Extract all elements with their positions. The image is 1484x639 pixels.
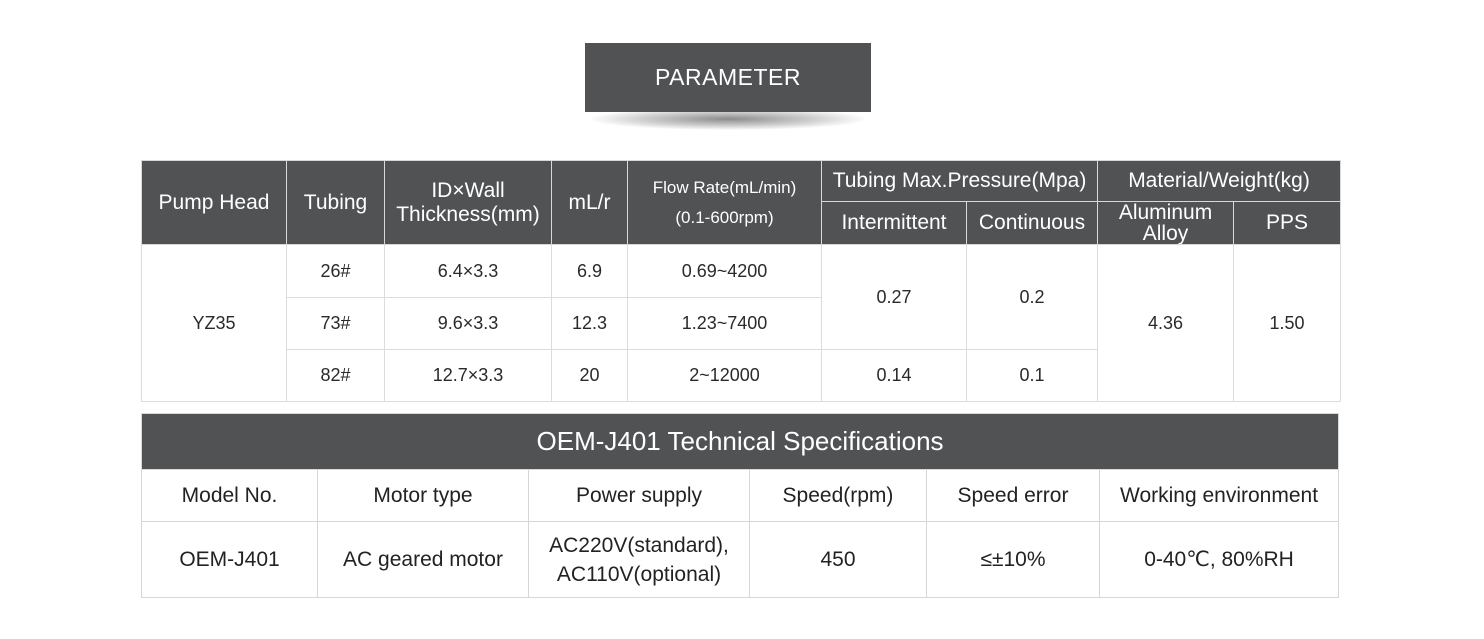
header-pressure: Tubing Max.Pressure(Mpa) <box>820 160 1099 202</box>
tubing-cell: 82# <box>286 349 385 402</box>
spec-title: OEM-J401 Technical Specifications <box>140 413 1340 470</box>
header-intermittent: Intermittent <box>821 201 967 245</box>
flow-cell: 1.23~7400 <box>627 297 822 350</box>
param-header-row-1: Pump Head Tubing ID×Wall Thickness(mm) m… <box>141 160 1342 245</box>
pps-weight-cell: 1.50 <box>1233 244 1342 402</box>
header-continuous: Continuous <box>965 201 1099 245</box>
spec-value-row: OEM-J401 AC geared motor AC220V(standard… <box>141 521 1340 598</box>
flow-cell: 0.69~4200 <box>627 244 822 298</box>
banner-shadow <box>590 108 866 130</box>
spec-header-speed: Speed(rpm) <box>749 469 927 522</box>
spec-header-speed-error: Speed error <box>926 469 1100 522</box>
spec-header-model: Model No. <box>141 469 318 522</box>
parameter-table: Pump Head Tubing ID×Wall Thickness(mm) m… <box>141 160 1342 402</box>
banner-title: PARAMETER <box>655 64 801 90</box>
id-wall-cell: 9.6×3.3 <box>384 297 552 350</box>
continuous-cell: 0.2 <box>965 244 1099 350</box>
tubing-cell: 73# <box>286 297 385 350</box>
header-aluminum-alloy: Aluminum Alloy <box>1097 201 1235 245</box>
spec-power-line1: AC220V(standard), <box>549 533 729 557</box>
header-material: Material/Weight(kg) <box>1097 160 1342 202</box>
spec-header-power: Power supply <box>528 469 750 522</box>
header-flow-line2: (0.1-600rpm) <box>675 207 774 227</box>
header-id-wall-line2: Thickness(mm) <box>396 202 540 226</box>
header-pps: PPS <box>1233 201 1342 245</box>
table-row: 82# 12.7×3.3 20 2~12000 0.14 0.1 <box>142 349 1341 402</box>
continuous-cell: 0.1 <box>965 349 1099 402</box>
spec-header-row: Model No. Motor type Power supply Speed(… <box>141 469 1340 522</box>
header-id-wall-line1: ID×Wall <box>431 178 505 202</box>
aluminum-weight-cell: 4.36 <box>1097 244 1235 402</box>
ml-r-cell: 12.3 <box>551 297 628 350</box>
header-pump-head: Pump Head <box>141 160 287 245</box>
header-aluminum-line1: Aluminum <box>1118 201 1213 224</box>
flow-cell: 2~12000 <box>627 349 822 402</box>
intermittent-cell: 0.14 <box>821 349 967 402</box>
header-id-wall: ID×Wall Thickness(mm) <box>384 160 552 245</box>
spec-title-row: OEM-J401 Technical Specifications <box>140 413 1340 470</box>
spec-table: OEM-J401 Technical Specifications Model … <box>140 413 1340 598</box>
header-flow-line1: Flow Rate(mL/min) <box>652 177 797 197</box>
header-tubing: Tubing <box>286 160 385 245</box>
spec-model-value: OEM-J401 <box>141 521 318 598</box>
spec-motor-value: AC geared motor <box>317 521 529 598</box>
spec-header-environment: Working environment <box>1098 469 1340 522</box>
spec-power-value: AC220V(standard), AC110V(optional) <box>528 521 750 598</box>
header-aluminum-line2: Alloy <box>1142 222 1189 245</box>
pump-head-value: YZ35 <box>141 244 287 402</box>
param-header-row-2: Intermittent Continuous Aluminum Alloy P… <box>142 201 1342 245</box>
spec-environment-value: 0-40℃, 80%RH <box>1098 521 1340 598</box>
ml-r-cell: 6.9 <box>551 244 628 298</box>
id-wall-cell: 12.7×3.3 <box>384 349 552 402</box>
table-row: YZ35 26# 6.4×3.3 6.9 0.69~4200 0.27 0.2 … <box>141 244 1342 402</box>
spec-header-motor: Motor type <box>317 469 529 522</box>
spec-speed-error-value: ≤±10% <box>926 521 1100 598</box>
table-row: 73# 9.6×3.3 12.3 1.23~7400 <box>142 297 1341 350</box>
intermittent-cell: 0.27 <box>821 244 967 350</box>
spec-speed-value: 450 <box>749 521 927 598</box>
header-ml-r: mL/r <box>551 160 628 245</box>
header-flow-rate: Flow Rate(mL/min) (0.1-600rpm) <box>627 160 822 245</box>
parameter-banner: PARAMETER <box>585 43 871 112</box>
id-wall-cell: 6.4×3.3 <box>384 244 552 298</box>
tubing-cell: 26# <box>286 244 385 298</box>
ml-r-cell: 20 <box>551 349 628 402</box>
spec-power-line2: AC110V(optional) <box>556 562 722 586</box>
